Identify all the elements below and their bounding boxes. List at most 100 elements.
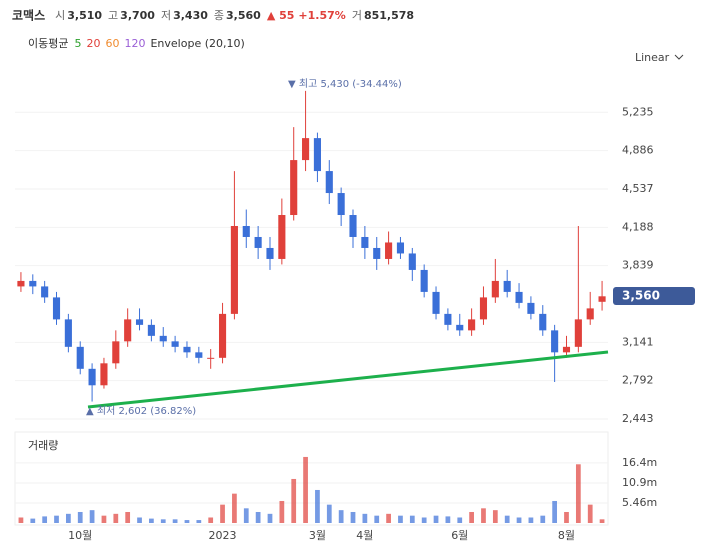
change-pct: +1.57% xyxy=(298,9,345,22)
high-annotation: ▼ 최고 5,430 (-34.44%) xyxy=(288,78,402,90)
candle-body xyxy=(456,324,464,331)
y-tick-label: 3,141 xyxy=(622,335,654,348)
candle-body xyxy=(361,236,369,248)
field-label: 거 xyxy=(352,9,362,22)
volume-bar xyxy=(30,518,36,523)
volume-bar xyxy=(65,513,71,523)
candle-body xyxy=(302,138,310,161)
change: ▲ 55 xyxy=(267,9,295,22)
price-tag xyxy=(613,287,695,305)
candle-body xyxy=(479,297,488,320)
field-label: 고 xyxy=(108,9,118,22)
volume-bar xyxy=(398,515,403,523)
envelope-label: Envelope (20,10) xyxy=(150,37,244,50)
volume-bar xyxy=(220,504,225,523)
volume-bar xyxy=(89,510,95,523)
x-tick-label: 6월 xyxy=(451,529,468,542)
candle-body xyxy=(396,242,405,254)
field-label: 시 xyxy=(55,9,65,22)
field-label: 저 xyxy=(161,9,171,22)
y2-tick-label: 10.9m xyxy=(622,476,657,489)
trend-line xyxy=(87,350,609,409)
candle-body xyxy=(112,341,120,364)
candle-body xyxy=(266,247,274,259)
scale-mode[interactable]: Linear xyxy=(635,51,670,64)
price-tag-text: 3,560 xyxy=(622,289,660,303)
volume-bar xyxy=(421,517,427,523)
volume-bar xyxy=(137,517,142,523)
volume-bar xyxy=(504,515,510,523)
candle-body xyxy=(135,319,144,325)
y-tick-label: 2,443 xyxy=(622,412,654,425)
field-value: 3,510 xyxy=(67,9,102,22)
dropdown-icon[interactable] xyxy=(674,54,684,60)
field-value: 3,430 xyxy=(173,9,208,22)
volume-bar xyxy=(267,513,273,523)
candle-body xyxy=(195,352,203,358)
y-tick-label: 4,537 xyxy=(622,182,654,195)
x-tick-label: 4월 xyxy=(356,529,373,542)
candle-body xyxy=(586,308,594,320)
volume-bar xyxy=(315,489,320,523)
candle-body xyxy=(432,291,440,314)
volume-bar xyxy=(184,520,190,523)
volume-bar xyxy=(196,520,202,523)
volume-bar xyxy=(528,517,534,523)
candle-body xyxy=(539,313,547,331)
candle-body xyxy=(29,280,37,287)
candle-body xyxy=(64,319,72,347)
low-annotation: ▲ 최저 2,602 (36.82%) xyxy=(86,405,196,417)
volume-bar xyxy=(575,464,581,523)
candle-body xyxy=(88,368,96,386)
volume-bar xyxy=(457,517,463,523)
candle-body xyxy=(337,193,345,216)
volume-bar xyxy=(77,511,83,523)
volume-bar xyxy=(409,515,415,523)
candle-body xyxy=(562,346,571,353)
candle-body xyxy=(278,215,286,259)
candle-body xyxy=(254,236,262,248)
candle-body xyxy=(574,319,582,347)
candle-body xyxy=(373,247,381,259)
volume-bar xyxy=(481,508,486,523)
ma-period: 20 xyxy=(86,37,100,50)
candle-body xyxy=(313,138,321,172)
candle-body xyxy=(527,302,535,314)
ma-period: 5 xyxy=(74,37,81,50)
y-tick-label: 3,839 xyxy=(622,259,654,272)
candle-body xyxy=(598,296,606,302)
volume-bar xyxy=(599,519,605,523)
volume-bar xyxy=(469,511,474,523)
x-tick-label: 2023 xyxy=(209,529,237,542)
y-tick-label: 5,235 xyxy=(622,105,654,118)
volume-bar xyxy=(386,513,391,523)
volume-bar xyxy=(374,515,380,523)
volume-bar xyxy=(160,519,166,523)
field-value: 851,578 xyxy=(364,9,414,22)
candle-body xyxy=(17,280,25,287)
volume-bar xyxy=(350,511,356,523)
candle-body xyxy=(420,269,428,292)
volume-bar xyxy=(125,511,131,523)
volume-bar xyxy=(338,510,344,523)
ma-period: 60 xyxy=(105,37,119,50)
volume-bar xyxy=(540,515,546,523)
x-tick-label: 8월 xyxy=(558,529,575,542)
candle-body xyxy=(491,280,499,298)
volume-bar xyxy=(232,493,237,523)
y-tick-label: 4,886 xyxy=(622,144,654,157)
candle-body xyxy=(242,225,250,237)
volume-bar xyxy=(516,517,522,523)
volume-bar xyxy=(564,511,569,523)
volume-bar xyxy=(54,515,59,523)
volume-bar xyxy=(243,508,249,523)
volume-bar xyxy=(18,517,24,523)
volume-bar xyxy=(303,456,308,523)
volume-bar xyxy=(101,515,107,523)
stock-name: 코맥스 xyxy=(12,8,45,23)
volume-bar xyxy=(208,517,214,523)
candle-body xyxy=(159,335,167,342)
candle-body xyxy=(218,313,227,358)
indicator-title: 이동평균 xyxy=(28,37,68,50)
